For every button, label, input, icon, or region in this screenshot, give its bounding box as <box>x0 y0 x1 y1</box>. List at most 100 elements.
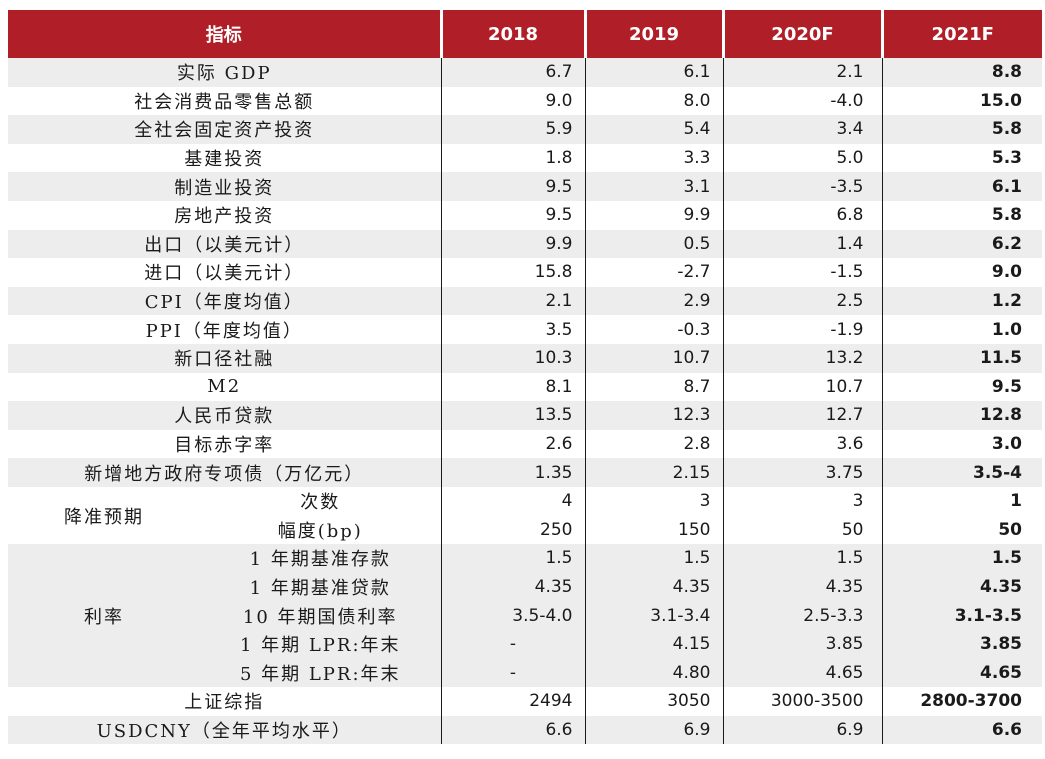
value-2020F: 4.35 <box>722 572 882 602</box>
indicators-table: 指标 2018 2019 2020F 2021F 实际 GDP 6.7 6.1 2.1… <box>8 10 1042 745</box>
value-2019: -0.3 <box>584 315 723 344</box>
value-2021F: 4.35 <box>881 572 1042 602</box>
table-body: 实际 GDP 6.7 6.1 2.1 8.8 社会消费品零售总额 9.0 8.0 -4.0 15.… <box>8 58 1042 745</box>
row-indicator-label: M2 <box>207 376 242 398</box>
row-indicator-label: 房地产投资 <box>174 206 275 228</box>
value-2019: 2.9 <box>584 286 723 316</box>
row-group-label: 利率 <box>8 544 200 688</box>
value-2020F: 3 <box>722 486 882 516</box>
row-indicator-label: 1 年期基准贷款 <box>200 572 441 602</box>
header-cell-2019: 2019 <box>583 10 723 58</box>
row-indicator-label: USDCNY（全年平均水平） <box>8 715 441 745</box>
value-2021F: 2800-3700 <box>881 687 1042 716</box>
table-row: USDCNY（全年平均水平） 6.6 6.9 6.9 6.6 <box>8 715 1042 745</box>
value-2020F: 13.2 <box>722 343 882 373</box>
row-indicator-label: 1 年期 LPR:年末 <box>200 629 441 659</box>
value-2021F: 1.0 <box>881 315 1042 344</box>
value-2018: 9.5 <box>440 172 585 201</box>
value-2018: 9.5 <box>440 200 585 230</box>
table-row: PPI（年度均值） 3.5 -0.3 -1.9 1.0 <box>8 315 1042 344</box>
value-2018: 4 <box>440 486 585 516</box>
value-2021F: 1.5 <box>881 544 1042 573</box>
value-2020F: 5.0 <box>722 143 882 173</box>
value-2018: 1.35 <box>440 458 585 487</box>
value-2019: 3.3 <box>584 143 723 173</box>
value-2019: 6.9 <box>584 715 723 745</box>
value-2018: 6.7 <box>440 58 585 87</box>
value-2021F: 6.1 <box>881 172 1042 201</box>
value-2018: 10.3 <box>440 343 585 373</box>
value-2019: 150 <box>584 515 723 545</box>
value-2020F: 6.9 <box>722 715 882 745</box>
value-2021F: 8.8 <box>881 58 1042 87</box>
table-row: 房地产投资 9.5 9.9 6.8 5.8 <box>8 200 1042 230</box>
value-2021F: 12.8 <box>881 401 1042 430</box>
value-2021F: 9.5 <box>881 372 1042 402</box>
table-row: 进口（以美元计） 15.8 -2.7 -1.5 9.0 <box>8 258 1042 287</box>
table-row: 全社会固定资产投资 5.9 5.4 3.4 5.8 <box>8 115 1042 144</box>
value-2018: 9.9 <box>440 229 585 259</box>
value-2020F: 1.4 <box>722 229 882 259</box>
table-row: M2 8.1 8.7 10.7 9.5 <box>8 372 1042 402</box>
table-row: 基建投资 1.8 3.3 5.0 5.3 <box>8 143 1042 173</box>
row-indicator-label: 5 年期 LPR:年末 <box>200 658 441 688</box>
value-2020F: 2.5-3.3 <box>722 601 882 630</box>
table-row: 新增地方政府专项债（万亿元） 1.35 2.15 3.75 3.5-4 <box>8 458 1042 487</box>
value-2020F: 3.4 <box>722 115 882 144</box>
value-2019: 9.9 <box>584 200 723 230</box>
row-indicator-label: 幅度(bp) <box>277 520 363 542</box>
value-2021F: 1.2 <box>881 286 1042 316</box>
value-2021F: 4.65 <box>881 658 1042 688</box>
value-2018: 2494 <box>440 687 585 716</box>
table-row: 降准预期 次数 4 3 3 1 <box>8 486 1042 528</box>
row-indicator-label: 基建投资 <box>184 149 265 171</box>
header-cell-2021f: 2021F <box>880 10 1042 58</box>
value-2019: 8.7 <box>584 372 723 402</box>
value-2019: 8.0 <box>584 86 723 116</box>
table-row: 新口径社融 10.3 10.7 13.2 11.5 <box>8 343 1042 373</box>
row-indicator-label: 10 年期国债利率 <box>200 601 441 630</box>
value-2018: 9.0 <box>440 86 585 116</box>
value-2018: 13.5 <box>440 401 585 430</box>
value-2020F: 12.7 <box>722 401 882 430</box>
value-2018: - <box>440 629 585 659</box>
row-indicator-label: 实际 GDP <box>8 58 441 87</box>
value-2020F: 3.6 <box>722 429 882 459</box>
value-2019: 0.5 <box>584 229 723 259</box>
value-2019: 3.1 <box>584 172 723 201</box>
value-2020F: 10.7 <box>722 372 882 402</box>
value-2019: 5.4 <box>584 115 723 144</box>
value-2018: 15.8 <box>440 258 585 287</box>
value-2021F: 5.3 <box>881 143 1042 173</box>
value-2019: 3.1-3.4 <box>584 601 723 630</box>
table-row: 出口（以美元计） 9.9 0.5 1.4 6.2 <box>8 229 1042 259</box>
value-2018: 250 <box>440 515 585 545</box>
table-row: 社会消费品零售总额 9.0 8.0 -4.0 15.0 <box>8 86 1042 116</box>
table-row: 制造业投资 9.5 3.1 -3.5 6.1 <box>8 172 1042 201</box>
value-2018: 2.6 <box>440 429 585 459</box>
row-indicator-label: 全社会固定资产投资 <box>8 115 441 144</box>
row-indicator-label: 进口（以美元计） <box>144 263 305 285</box>
table-row: 幅度(bp) 250 150 50 50 <box>8 515 1042 545</box>
value-2018: 1.5 <box>440 544 585 573</box>
value-2020F: -4.0 <box>722 86 882 116</box>
value-2018: 3.5 <box>440 315 585 344</box>
value-2020F: 3.85 <box>722 629 882 659</box>
row-indicator-label: 上证综指 <box>184 692 265 714</box>
value-2021F: 5.8 <box>881 115 1042 144</box>
value-2019: 10.7 <box>584 343 723 373</box>
value-2019: 3 <box>584 486 723 516</box>
value-2019: 6.1 <box>584 58 723 87</box>
table-row: 人民币贷款 13.5 12.3 12.7 12.8 <box>8 401 1042 430</box>
table-row: 1 年期基准贷款 4.35 4.35 4.35 4.35 <box>8 572 1042 602</box>
value-2018: 6.6 <box>440 715 585 745</box>
value-2021F: 6.6 <box>881 715 1042 745</box>
value-2020F: 6.8 <box>722 200 882 230</box>
value-2018: - <box>440 658 585 688</box>
value-2018: 4.35 <box>440 572 585 602</box>
row-indicator-label: 1 年期基准存款 <box>200 544 441 573</box>
row-indicator-label: CPI（年度均值） <box>8 286 441 316</box>
value-2018: 3.5-4.0 <box>440 601 585 630</box>
value-2021F: 3.1-3.5 <box>881 601 1042 630</box>
